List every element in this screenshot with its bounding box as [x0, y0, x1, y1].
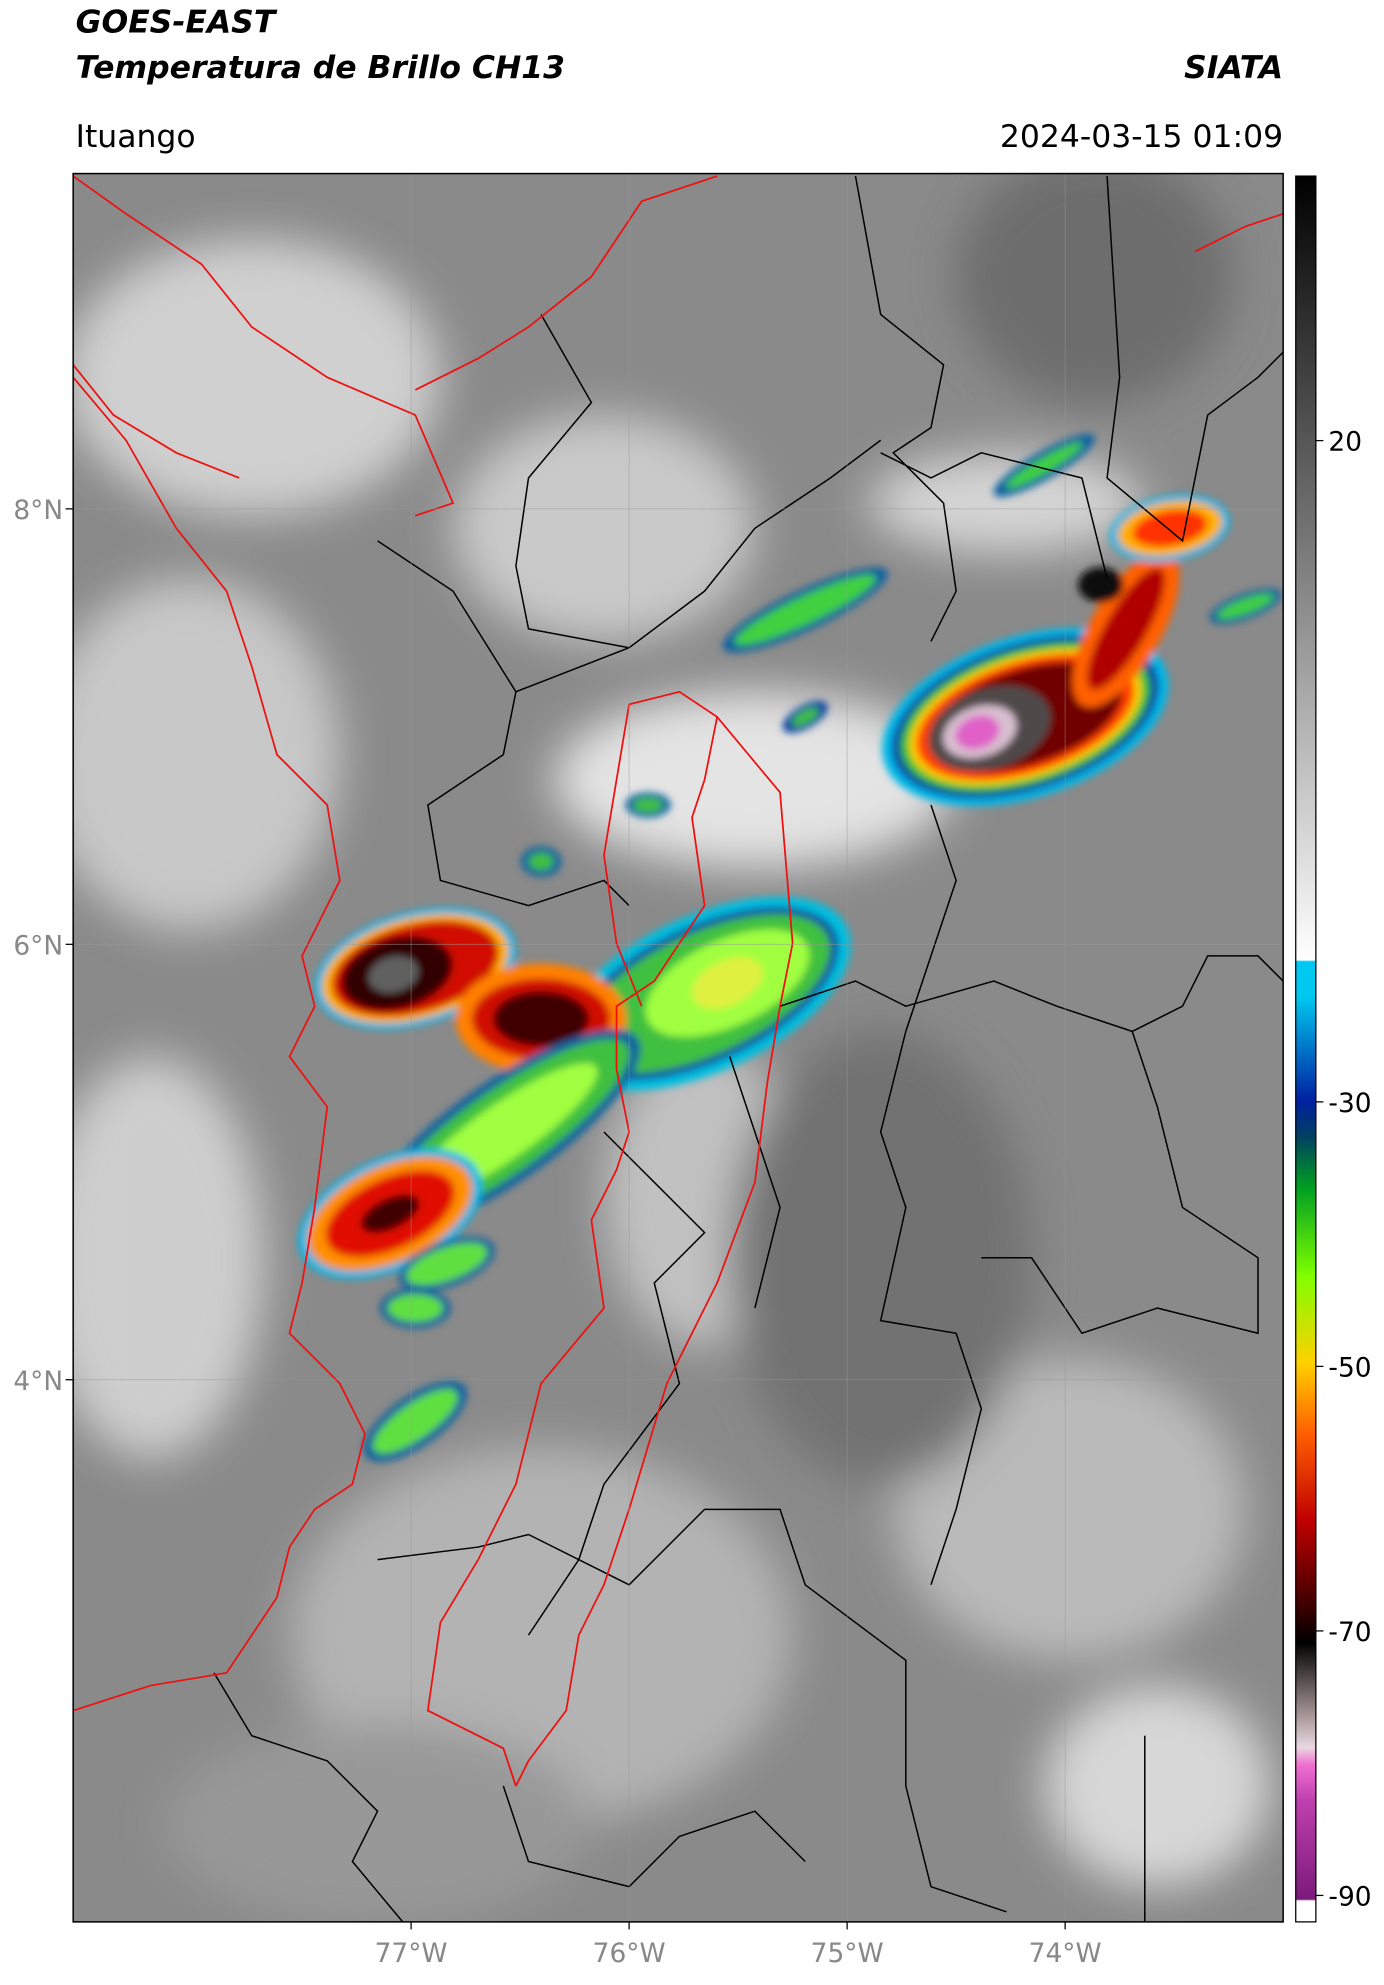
map-image — [73, 173, 1284, 1922]
colorbar-tick-label: -30 — [1328, 1088, 1371, 1119]
colorbar-tick-label: -70 — [1328, 1617, 1371, 1648]
y-tick-label: 8°N — [13, 495, 63, 526]
admin-borders — [213, 175, 1284, 1922]
colorbar-tick-label: -50 — [1328, 1352, 1371, 1383]
y-tick-label: 6°N — [13, 930, 63, 961]
country-borders — [73, 175, 1284, 1787]
map-frame — [72, 172, 1284, 1923]
x-tick-label: 75°W — [811, 1938, 884, 1969]
colorbar — [1295, 175, 1317, 1923]
grid — [73, 173, 1284, 1922]
subtitle: Temperatura de Brillo CH13 — [76, 50, 565, 86]
y-tick-label: 4°N — [13, 1366, 63, 1397]
x-tick-label: 74°W — [1029, 1938, 1102, 1969]
x-tick-label: 76°W — [593, 1938, 666, 1969]
colorbar-tick-label: -90 — [1328, 1881, 1371, 1912]
location: Ituango — [76, 119, 196, 155]
colorbar-tick-label: 20 — [1328, 427, 1362, 458]
x-tick-label: 77°W — [375, 1938, 448, 1969]
datetime: 2024-03-15 01:09 — [1000, 119, 1283, 155]
source: SIATA — [1184, 50, 1283, 86]
title: GOES-EAST — [76, 5, 278, 41]
